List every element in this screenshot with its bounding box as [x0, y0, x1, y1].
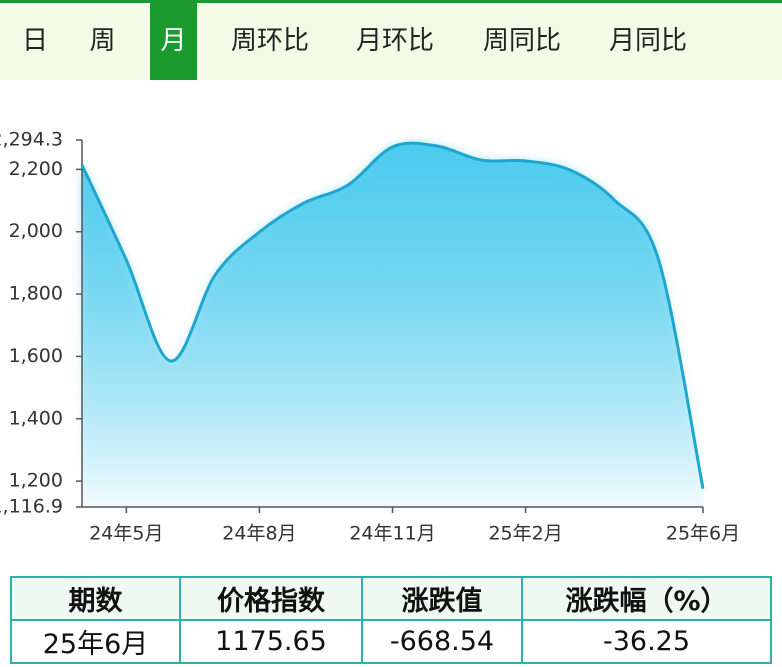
tab[interactable]: 月	[150, 3, 197, 80]
tab[interactable]: 周环比	[230, 26, 309, 56]
y-tick-label: 2,200	[9, 158, 63, 180]
tab[interactable]: 月环比	[355, 26, 434, 56]
tab[interactable]: 周	[89, 26, 116, 56]
summary-table: 期数 价格指数 涨跌值 涨跌幅（%） 25年6月 1175.65 -668.54…	[10, 576, 772, 664]
data-row: 25年6月 1175.65 -668.54 -36.25	[10, 619, 772, 664]
header-cell: 涨跌值	[361, 576, 523, 621]
cell: 25年6月	[10, 619, 181, 664]
y-tick-label: 1,116.9	[0, 496, 63, 518]
y-tick-label: 1,400	[9, 407, 63, 429]
tab-bar: 日 周 月 周环比 月环比 周同比 月同比	[0, 0, 782, 80]
tab[interactable]: 月同比	[608, 26, 687, 56]
chart: 1,116.9 1,200 1,400 1,600 1,800 2,000 2,200 2,2…	[0, 129, 740, 545]
header-cell: 涨跌幅（%）	[521, 576, 772, 621]
line	[80, 141, 705, 489]
x-tick-label: 24年8月	[222, 523, 296, 545]
header-cell: 期数	[10, 576, 181, 621]
x-tick-label: 24年5月	[89, 523, 163, 545]
tab[interactable]: 日	[21, 26, 48, 56]
header-cell: 价格指数	[179, 576, 363, 621]
y-tick-label: 2,294.3	[0, 129, 63, 151]
y-tick-label: 1,200	[9, 470, 63, 492]
tab[interactable]: 周同比	[482, 26, 561, 56]
area	[82, 143, 703, 508]
cell: -668.54	[361, 619, 523, 664]
y-tick-label: 1,800	[9, 283, 63, 305]
y-tick-label: 2,000	[9, 220, 63, 242]
header-row: 期数 价格指数 涨跌值 涨跌幅（%）	[10, 576, 772, 621]
y-tick-label: 1,600	[9, 345, 63, 367]
x-tick-label: 25年2月	[488, 523, 562, 545]
cell: 1175.65	[179, 619, 363, 664]
x-tick-label: 24年11月	[349, 523, 435, 545]
cell: -36.25	[521, 619, 772, 664]
x-tick-label: 25年6月	[666, 523, 740, 545]
